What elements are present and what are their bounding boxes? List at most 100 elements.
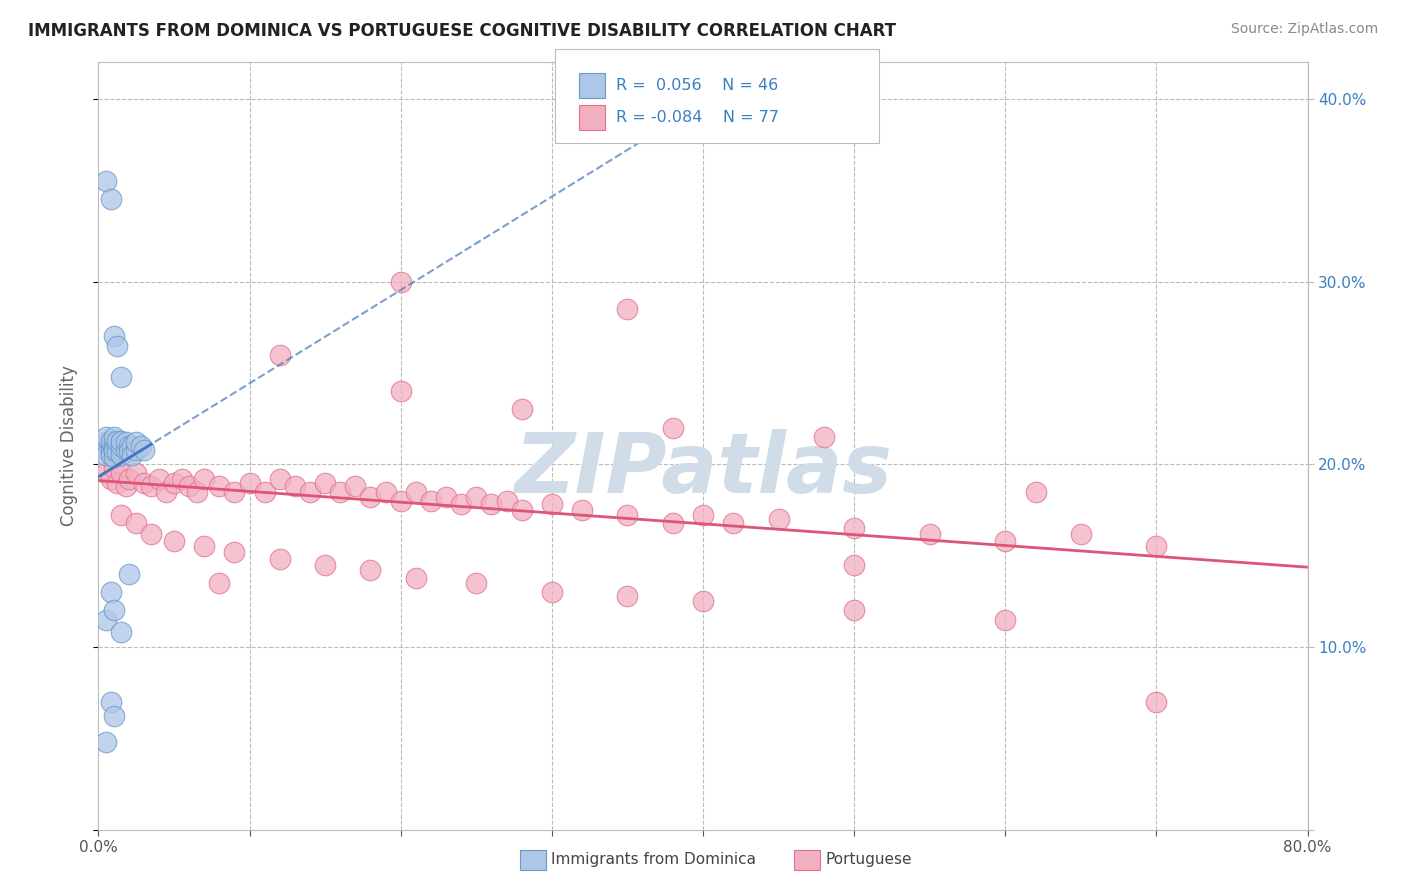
Point bbox=[314, 558, 336, 572]
Point bbox=[148, 472, 170, 486]
Point bbox=[121, 439, 143, 453]
Point bbox=[141, 479, 163, 493]
Point bbox=[100, 448, 122, 462]
Point bbox=[155, 484, 177, 499]
Text: R =  0.056    N = 46: R = 0.056 N = 46 bbox=[616, 78, 778, 93]
Point bbox=[420, 493, 443, 508]
Point bbox=[114, 442, 136, 457]
Point bbox=[434, 490, 457, 504]
Point bbox=[692, 508, 714, 523]
Point bbox=[110, 442, 132, 457]
Y-axis label: Cognitive Disability: Cognitive Disability bbox=[59, 366, 77, 526]
Point bbox=[110, 467, 132, 481]
Point bbox=[118, 439, 141, 453]
Point bbox=[100, 695, 122, 709]
Point bbox=[118, 566, 141, 581]
Point bbox=[110, 434, 132, 448]
Point bbox=[994, 533, 1017, 548]
Point bbox=[94, 467, 117, 481]
Point bbox=[125, 442, 148, 457]
Point bbox=[768, 512, 790, 526]
Point bbox=[540, 498, 562, 512]
Point bbox=[616, 301, 638, 316]
Point bbox=[299, 484, 322, 499]
Point bbox=[110, 435, 132, 450]
Point bbox=[723, 516, 745, 530]
Point bbox=[125, 467, 148, 481]
Point bbox=[103, 709, 125, 723]
Point bbox=[132, 442, 155, 457]
Point bbox=[193, 472, 215, 486]
Point bbox=[100, 434, 122, 448]
Point bbox=[269, 472, 291, 486]
Point bbox=[105, 434, 128, 448]
Point bbox=[813, 430, 835, 444]
Point bbox=[269, 552, 291, 566]
Point bbox=[918, 526, 941, 541]
Point bbox=[114, 435, 136, 450]
Point bbox=[1144, 695, 1167, 709]
Point bbox=[284, 479, 307, 493]
Point bbox=[661, 516, 683, 530]
Point bbox=[163, 533, 186, 548]
Point bbox=[105, 338, 128, 352]
Point bbox=[121, 448, 143, 462]
Point bbox=[170, 472, 193, 486]
Point bbox=[94, 613, 117, 627]
Point bbox=[269, 348, 291, 362]
Point bbox=[465, 490, 488, 504]
Point bbox=[844, 521, 866, 535]
Point bbox=[110, 439, 132, 453]
Point bbox=[186, 484, 208, 499]
Point bbox=[994, 613, 1017, 627]
Point bbox=[103, 430, 125, 444]
Text: Immigrants from Dominica: Immigrants from Dominica bbox=[551, 853, 756, 867]
Point bbox=[110, 369, 132, 384]
Point bbox=[110, 625, 132, 640]
Point bbox=[100, 193, 122, 207]
Point bbox=[103, 442, 125, 457]
Point bbox=[110, 508, 132, 523]
Point bbox=[103, 603, 125, 617]
Point bbox=[141, 526, 163, 541]
Text: ZIPatlas: ZIPatlas bbox=[515, 428, 891, 509]
Text: Portuguese: Portuguese bbox=[825, 853, 912, 867]
Point bbox=[105, 444, 128, 458]
Point bbox=[208, 479, 231, 493]
Point bbox=[100, 472, 122, 486]
Point bbox=[163, 475, 186, 490]
Point bbox=[360, 490, 382, 504]
Point bbox=[94, 174, 117, 188]
Point bbox=[103, 450, 125, 464]
Point bbox=[616, 589, 638, 603]
Point bbox=[510, 402, 533, 417]
Point bbox=[692, 594, 714, 608]
Point bbox=[103, 329, 125, 343]
Point bbox=[224, 484, 246, 499]
Point bbox=[114, 479, 136, 493]
Point bbox=[125, 435, 148, 450]
Point bbox=[129, 439, 152, 453]
Point bbox=[103, 435, 125, 450]
Point bbox=[495, 493, 517, 508]
Point bbox=[208, 576, 231, 591]
Point bbox=[103, 439, 125, 453]
Point bbox=[103, 461, 125, 475]
Point bbox=[389, 493, 412, 508]
Point bbox=[540, 585, 562, 599]
Text: IMMIGRANTS FROM DOMINICA VS PORTUGUESE COGNITIVE DISABILITY CORRELATION CHART: IMMIGRANTS FROM DOMINICA VS PORTUGUESE C… bbox=[28, 22, 896, 40]
Point bbox=[450, 498, 472, 512]
Point bbox=[510, 503, 533, 517]
Point bbox=[118, 444, 141, 458]
Point bbox=[132, 475, 155, 490]
Point bbox=[94, 735, 117, 749]
Point bbox=[465, 576, 488, 591]
Point bbox=[844, 603, 866, 617]
Point bbox=[389, 384, 412, 399]
Point bbox=[405, 570, 427, 584]
Point bbox=[100, 439, 122, 453]
Point bbox=[100, 444, 122, 458]
Point bbox=[1024, 484, 1046, 499]
Point bbox=[571, 503, 593, 517]
Point bbox=[94, 448, 117, 462]
